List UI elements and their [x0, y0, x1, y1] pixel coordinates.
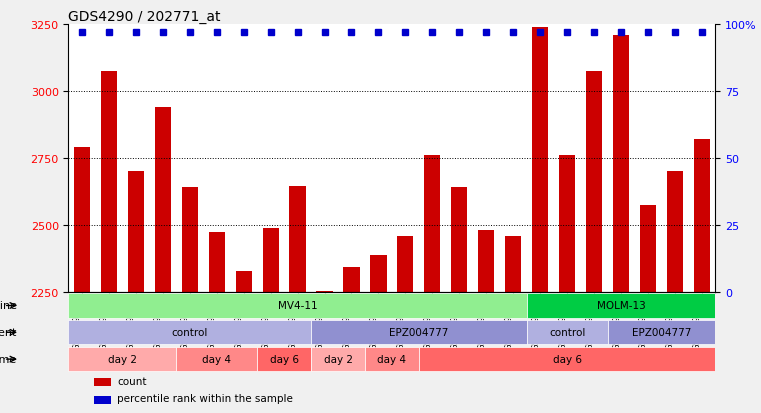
Bar: [586, 71, 602, 292]
FancyBboxPatch shape: [177, 347, 257, 371]
FancyBboxPatch shape: [311, 320, 527, 344]
Bar: [236, 271, 252, 292]
Bar: [505, 236, 521, 292]
Bar: [263, 228, 279, 292]
FancyBboxPatch shape: [365, 347, 419, 371]
Bar: [694, 140, 710, 292]
FancyBboxPatch shape: [607, 320, 715, 344]
Bar: [209, 232, 224, 292]
Text: MV4-11: MV4-11: [278, 301, 317, 311]
Bar: [74, 148, 90, 292]
Bar: [667, 172, 683, 292]
Bar: [128, 172, 144, 292]
FancyBboxPatch shape: [419, 347, 715, 371]
Bar: [100, 71, 117, 292]
Text: day 6: day 6: [269, 354, 298, 364]
Bar: [182, 188, 198, 292]
FancyBboxPatch shape: [311, 347, 365, 371]
Bar: [371, 255, 387, 292]
Bar: [559, 156, 575, 292]
Text: agent: agent: [0, 328, 17, 337]
Bar: [289, 187, 306, 292]
Text: day 4: day 4: [377, 354, 406, 364]
Text: day 2: day 2: [108, 354, 137, 364]
FancyBboxPatch shape: [527, 294, 715, 318]
Text: day 6: day 6: [552, 354, 581, 364]
Text: MOLM-13: MOLM-13: [597, 301, 645, 311]
Text: EPZ004777: EPZ004777: [632, 328, 691, 337]
Bar: [478, 231, 495, 292]
Bar: [451, 188, 467, 292]
Bar: [424, 156, 441, 292]
Bar: [94, 378, 110, 386]
Bar: [532, 27, 548, 292]
Text: cell line: cell line: [0, 301, 17, 311]
FancyBboxPatch shape: [527, 320, 607, 344]
Bar: [154, 108, 171, 292]
Bar: [343, 267, 359, 292]
Text: day 2: day 2: [323, 354, 352, 364]
Bar: [613, 36, 629, 292]
Text: GDS4290 / 202771_at: GDS4290 / 202771_at: [68, 10, 221, 24]
Text: count: count: [117, 376, 147, 386]
FancyBboxPatch shape: [257, 347, 311, 371]
Text: control: control: [549, 328, 585, 337]
Text: day 4: day 4: [202, 354, 231, 364]
FancyBboxPatch shape: [68, 347, 177, 371]
Text: control: control: [171, 328, 208, 337]
FancyBboxPatch shape: [68, 294, 527, 318]
Bar: [640, 205, 656, 292]
Bar: [317, 291, 333, 292]
Bar: [397, 236, 413, 292]
Text: EPZ004777: EPZ004777: [389, 328, 448, 337]
Text: time: time: [0, 354, 17, 364]
FancyBboxPatch shape: [68, 320, 311, 344]
Text: percentile rank within the sample: percentile rank within the sample: [117, 393, 293, 404]
Bar: [94, 396, 110, 404]
